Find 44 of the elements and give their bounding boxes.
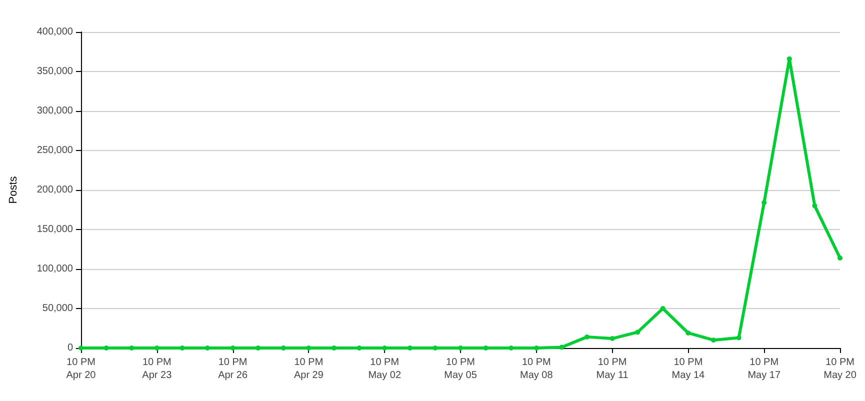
- point: [483, 346, 488, 350]
- x-tick-label: 10 PM May 05: [444, 357, 478, 381]
- point: [686, 330, 691, 336]
- point: [635, 330, 640, 335]
- y-tick-label: 200,000: [36, 184, 74, 196]
- x-tick-label: 10 PM Apr 23: [142, 357, 172, 381]
- point: [812, 203, 818, 208]
- point: [78, 346, 84, 350]
- point: [104, 346, 109, 350]
- point: [660, 306, 666, 311]
- point: [786, 56, 792, 62]
- y-tick-label: 250,000: [36, 145, 74, 156]
- y-tick-label: 300,000: [36, 106, 74, 116]
- y-tick-label: 400,000: [36, 26, 74, 38]
- x-tick-label: 10 PM Apr 29: [294, 357, 324, 381]
- y-tick-label: 50,000: [42, 303, 74, 314]
- point: [711, 338, 716, 343]
- y-tick-label: 350,000: [36, 66, 74, 77]
- point: [610, 336, 615, 342]
- point: [762, 200, 767, 206]
- x-tick-label: 10 PM Apr 26: [218, 357, 248, 381]
- point: [584, 334, 590, 340]
- x-tick-label: 10 PM May 08: [520, 357, 554, 381]
- point: [306, 346, 312, 350]
- point: [205, 346, 210, 350]
- y-tick-label: 100,000: [36, 264, 74, 274]
- point: [180, 346, 185, 350]
- point: [458, 346, 463, 350]
- x-tick-label: 10 PM May 02: [368, 357, 402, 381]
- point: [230, 346, 236, 350]
- point: [736, 335, 742, 340]
- point: [356, 346, 362, 350]
- y-tick-label: 0: [67, 342, 74, 354]
- point: [432, 346, 438, 350]
- y-axis-title: Posts: [8, 176, 20, 204]
- x-tick-label: 10 PM May 20: [824, 357, 857, 381]
- point: [838, 255, 842, 260]
- x-tick-label: 10 PM May 14: [672, 357, 706, 381]
- x-tick-label: 10 PM May 11: [596, 357, 629, 381]
- y-tick-label: 150,000: [36, 224, 74, 235]
- point: [332, 346, 336, 350]
- point: [559, 344, 564, 350]
- x-tick-label: 10 PM May 17: [748, 357, 781, 381]
- x-tick-label: 10 PM Apr 20: [66, 357, 96, 381]
